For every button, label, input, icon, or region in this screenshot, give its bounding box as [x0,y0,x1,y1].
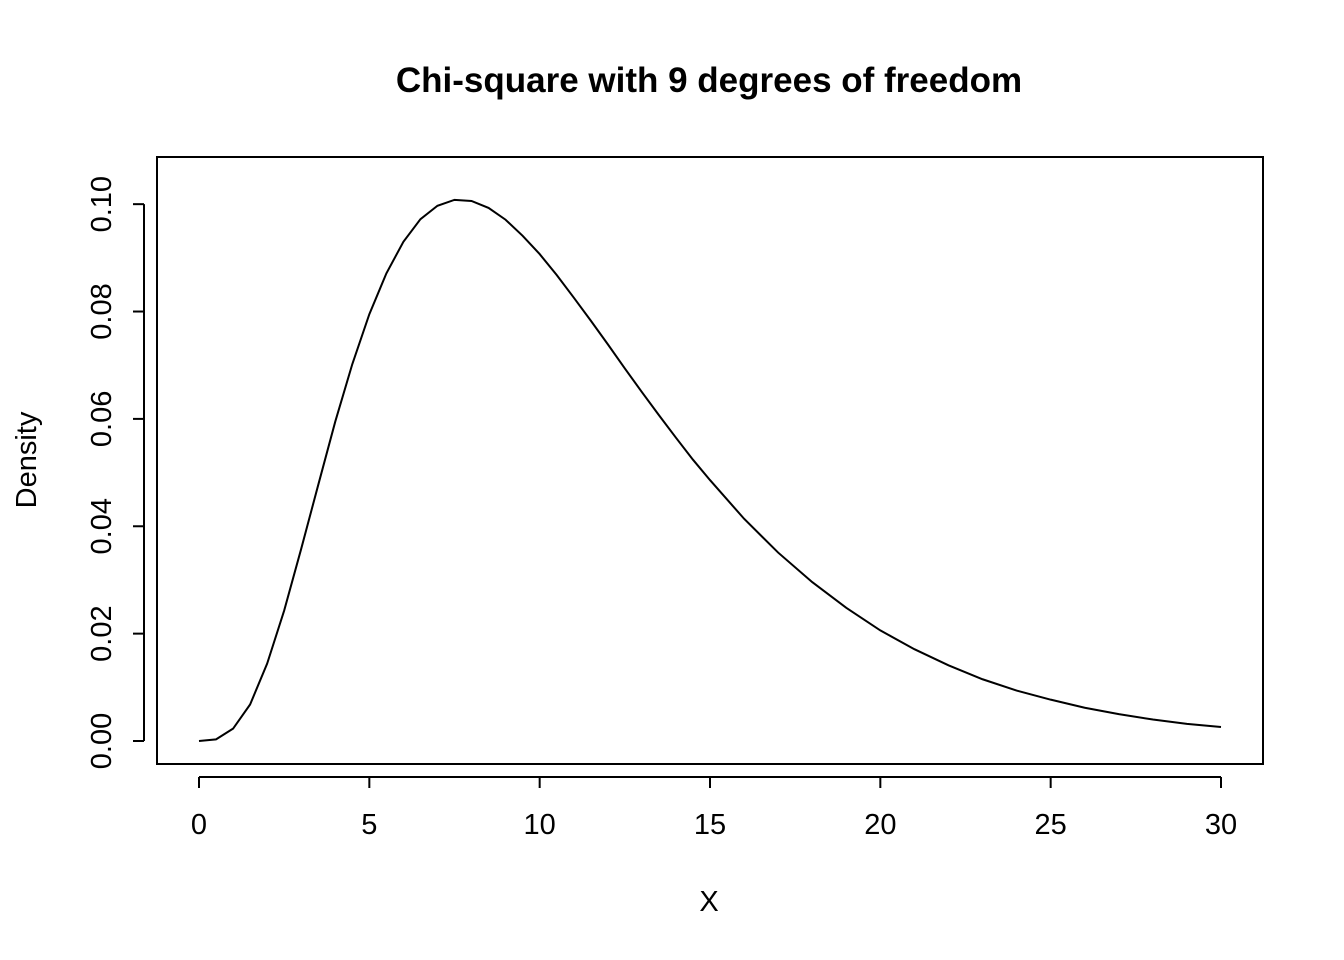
plot-frame [156,156,1264,765]
x-axis-label: X [699,886,718,918]
y-tick-label: 0.02 [86,605,118,661]
y-axis-label: Density [11,411,43,508]
x-tick-label: 30 [1205,809,1237,841]
chart-title: Chi-square with 9 degrees of freedom [396,61,1022,100]
x-tick-label: 0 [191,809,207,841]
x-tick-label: 20 [864,809,896,841]
y-tick-label: 0.06 [86,391,118,447]
y-tick-label: 0.04 [86,498,118,554]
density-curve [198,198,1222,742]
y-axis: 0.00 0.02 0.04 0.06 0.08 0.10 [86,176,145,769]
y-tick-label: 0.00 [86,713,118,769]
y-tick-label: 0.08 [86,283,118,339]
y-tick-label: 0.10 [86,176,118,232]
x-tick-label: 25 [1035,809,1067,841]
x-tick-label: 10 [524,809,556,841]
x-axis: 0 5 10 15 20 25 30 [191,776,1237,841]
x-tick-label: 15 [694,809,726,841]
x-tick-label: 5 [361,809,377,841]
